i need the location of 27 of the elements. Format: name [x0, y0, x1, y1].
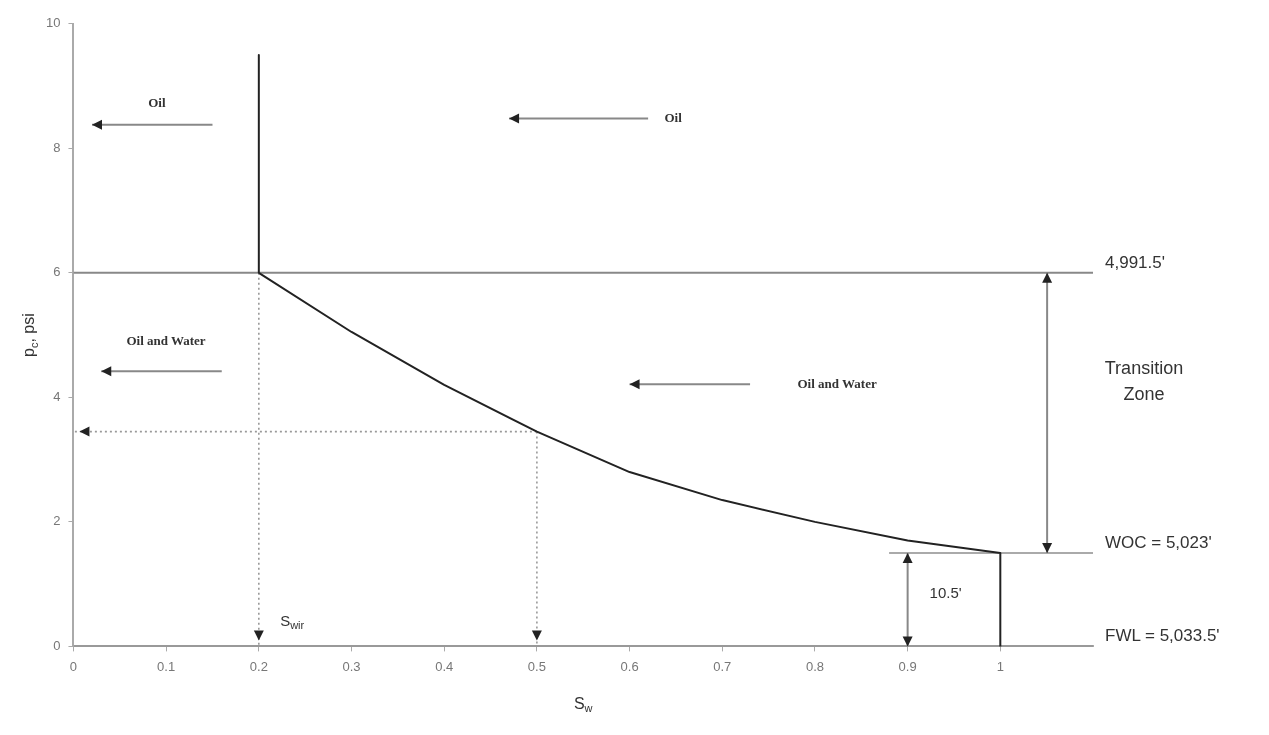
- y-tick-label: 8: [53, 139, 61, 155]
- x-tick-label: 0.6: [620, 658, 639, 674]
- annotation: Oil: [664, 109, 683, 125]
- x-tick-label: 0.1: [157, 658, 176, 674]
- series-label: WOC = 5,023': [1105, 532, 1212, 552]
- y-axis-title: pc, psi: [20, 313, 40, 357]
- x-tick-label: 0.9: [898, 658, 917, 674]
- x-tick-label: 0.3: [342, 658, 361, 674]
- annotation: Oil and Water: [797, 375, 877, 391]
- y-tick-label: 6: [53, 264, 61, 280]
- annotation: 10.5': [929, 583, 962, 601]
- x-tick-label: 0.2: [249, 658, 268, 674]
- y-tick-label: 2: [53, 513, 61, 529]
- series-label: FWL = 5,033.5': [1105, 626, 1220, 646]
- x-tick-label: 0.4: [435, 658, 454, 674]
- x-tick-label: 1: [996, 658, 1004, 674]
- y-tick-label: 4: [53, 388, 61, 404]
- annotation: Oil and Water: [126, 332, 206, 348]
- y-tick-label: 10: [45, 15, 61, 31]
- y-tick-label: 0: [53, 637, 61, 653]
- x-tick-label: 0: [69, 658, 78, 674]
- x-tick-label: 0.8: [805, 658, 824, 674]
- annotation: Oil: [148, 94, 166, 110]
- x-tick-label: 0.7: [713, 658, 732, 674]
- series-label: 4,991.5': [1105, 252, 1165, 272]
- x-tick-label: 0.5: [527, 658, 546, 674]
- text: Transition Zone: [1104, 357, 1184, 404]
